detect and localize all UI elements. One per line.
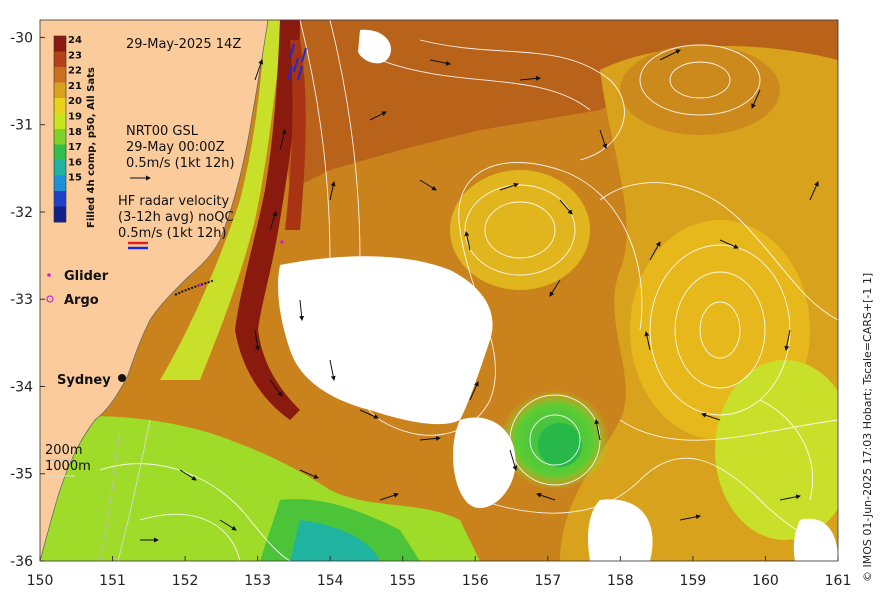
cloud-mask-corner bbox=[793, 518, 838, 561]
x-tick-label: 159 bbox=[680, 573, 707, 589]
colorbar-swatch bbox=[54, 144, 66, 161]
argo-legend-marker bbox=[46, 295, 54, 303]
x-tick-label: 160 bbox=[752, 573, 779, 589]
colorbar-tick-label: 20 bbox=[68, 96, 82, 107]
plot-frame bbox=[39, 19, 839, 562]
colorbar-tick-label: 19 bbox=[68, 112, 82, 123]
cloud-mask-southeast bbox=[588, 499, 653, 561]
x-tick-label: 150 bbox=[27, 573, 54, 589]
colorbar-swatch bbox=[54, 113, 66, 130]
warm-water-north bbox=[270, 20, 838, 190]
x-tick-label: 156 bbox=[462, 573, 489, 589]
land-australia bbox=[40, 20, 268, 561]
colorbar-swatch bbox=[54, 36, 66, 52]
cloud-mask-north bbox=[358, 29, 391, 64]
y-axis: -30 -31 -32 -33 -34 -35 -36 bbox=[10, 30, 45, 570]
map-canvas bbox=[40, 20, 838, 561]
x-tick-label: 152 bbox=[172, 573, 199, 589]
hf-radar-vectors bbox=[287, 43, 307, 81]
colorbar-swatch bbox=[54, 129, 66, 145]
isobath-1000m-line bbox=[117, 419, 151, 561]
x-tick-label: 161 bbox=[825, 573, 852, 589]
argo-legend-label: Argo bbox=[64, 293, 99, 308]
x-axis: 150 151 152 153 154 155 156 157 158 159 160 161 bbox=[27, 556, 852, 589]
isobath-1000m-label: 1000m bbox=[45, 459, 91, 474]
colorbar-title: Filled 4h comp, p50, All Sats bbox=[86, 67, 97, 228]
glider-legend-label: Glider bbox=[64, 269, 109, 284]
colorbar-swatch bbox=[54, 175, 66, 192]
eac-core bbox=[235, 20, 300, 420]
colorbar-swatch bbox=[54, 160, 66, 176]
y-tick-label: -34 bbox=[10, 379, 33, 395]
x-tick-label: 158 bbox=[607, 573, 634, 589]
current-legend-line1: NRT00 GSL bbox=[126, 124, 199, 139]
map-date-label: 29-May-2025 14Z bbox=[126, 37, 241, 52]
y-tick-label: -32 bbox=[10, 205, 33, 221]
x-tick-label: 154 bbox=[317, 573, 344, 589]
sea-level-contours bbox=[99, 20, 838, 561]
warm-eddy-northeast bbox=[620, 45, 780, 135]
yellow-eddy-central bbox=[450, 170, 590, 290]
isobath-200m-label: 200m bbox=[45, 443, 82, 458]
current-legend-line3: 0.5m/s (1kt 12h) bbox=[126, 156, 235, 171]
current-legend-line2: 29-May 00:00Z bbox=[126, 140, 225, 155]
colorbar-tick-label: 21 bbox=[68, 81, 82, 92]
x-tick-label: 155 bbox=[389, 573, 416, 589]
colorbar-tick-label: 18 bbox=[68, 127, 82, 138]
shelf-water bbox=[160, 20, 285, 380]
colorbar-swatch bbox=[54, 206, 66, 223]
green-patch-southeast bbox=[715, 360, 838, 540]
colorbar-swatch bbox=[54, 51, 66, 68]
colorbar-swatch bbox=[54, 67, 66, 83]
city-marker bbox=[118, 374, 126, 382]
colorbar: 24 23 22 21 20 19 18 17 16 15 bbox=[53, 35, 82, 223]
cloud-mask-south bbox=[453, 417, 516, 509]
colorbar-tick-label: 15 bbox=[68, 173, 82, 184]
colorbar-swatch bbox=[54, 191, 66, 207]
cold-water-patch bbox=[290, 520, 380, 561]
glider-legend-marker bbox=[47, 273, 51, 277]
colorbar-frame bbox=[53, 35, 67, 223]
colorbar-tick-label: 24 bbox=[68, 35, 82, 46]
y-tick-label: -35 bbox=[10, 467, 33, 483]
current-arrows bbox=[140, 49, 819, 543]
colorbar-tick-label: 17 bbox=[68, 142, 82, 153]
credit-text: © IMOS 01-Jun-2025 17:03 Hobart; Tscale=… bbox=[861, 273, 874, 582]
isobath-200m-line bbox=[99, 429, 121, 561]
y-tick-label: -30 bbox=[10, 30, 33, 46]
glider-marker bbox=[198, 283, 202, 287]
glider-marker-offshore bbox=[280, 240, 284, 244]
cold-core-eddy-center bbox=[538, 423, 582, 467]
y-tick-label: -36 bbox=[10, 554, 33, 570]
radar-legend-line3: 0.5m/s (1kt 12h) bbox=[118, 226, 227, 241]
colorbar-tick-label: 23 bbox=[68, 50, 82, 61]
glider-track bbox=[174, 279, 215, 296]
colorbar-swatch bbox=[54, 82, 66, 99]
radar-legend-line1: HF radar velocity bbox=[118, 194, 230, 209]
x-tick-label: 151 bbox=[99, 573, 126, 589]
x-tick-label: 153 bbox=[244, 573, 271, 589]
eac-edge bbox=[285, 40, 306, 230]
colorbar-tick-label: 16 bbox=[68, 157, 82, 168]
x-tick-label: 157 bbox=[534, 573, 561, 589]
y-tick-label: -33 bbox=[10, 292, 33, 308]
y-tick-label: -31 bbox=[10, 118, 33, 134]
coastline bbox=[40, 20, 269, 561]
radar-legend-line2: (3-12h avg) noQC bbox=[118, 210, 234, 225]
city-label: Sydney bbox=[57, 373, 111, 388]
colorbar-tick-label: 22 bbox=[68, 66, 82, 77]
colorbar-swatch bbox=[54, 98, 66, 114]
